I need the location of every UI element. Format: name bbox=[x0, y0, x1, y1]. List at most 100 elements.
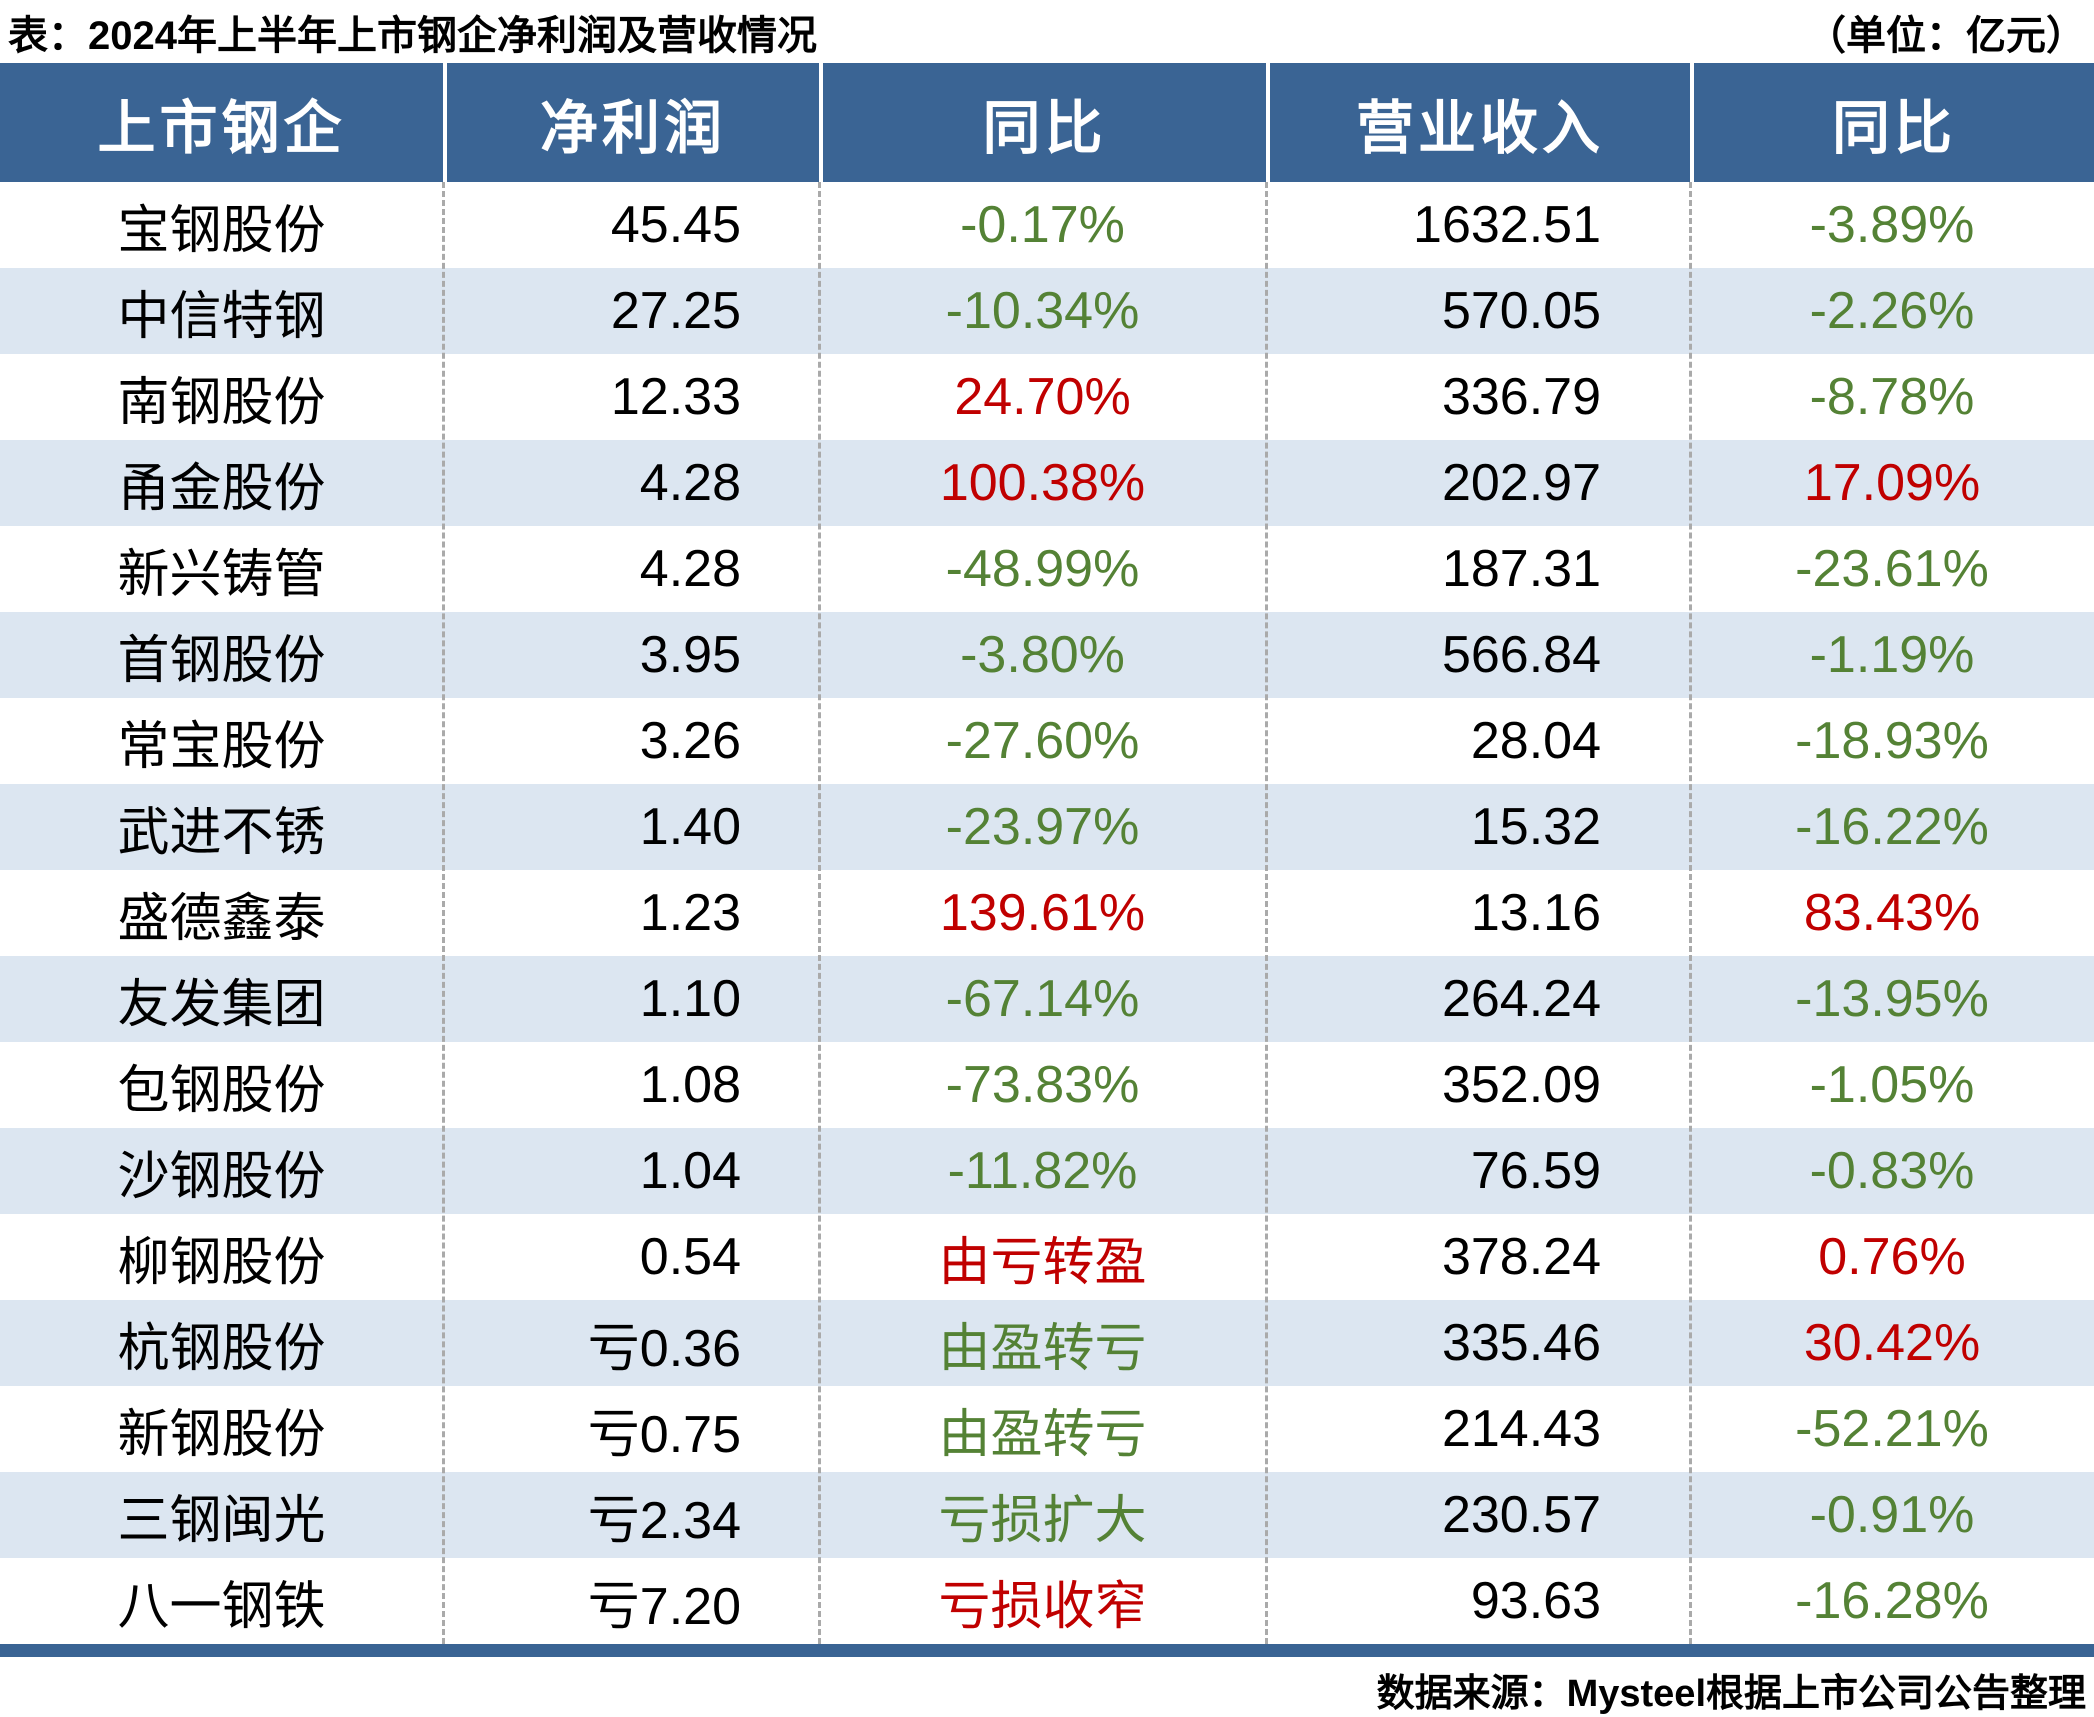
table-bottom-bar bbox=[0, 1644, 2094, 1657]
company-name-cell: 武进不锈 bbox=[117, 803, 326, 862]
header-cell-company: 上市钢企 bbox=[97, 95, 346, 161]
table-row: 武进不锈 1.40 -23.97% 15.32 -16.22% bbox=[0, 784, 2094, 870]
revenue-cell: 336.79 bbox=[1441, 368, 1601, 426]
net-profit-cell: 12.33 bbox=[610, 368, 741, 426]
revenue-cell: 230.57 bbox=[1441, 1486, 1601, 1544]
profit-yoy-cell: -67.14% bbox=[945, 970, 1140, 1028]
net-profit-cell: 3.95 bbox=[639, 626, 741, 684]
header-cell-revenue-yoy: 同比 bbox=[1690, 63, 2094, 182]
table-row: 八一钢铁 亏7.20 亏损收窄 93.63 -16.28% bbox=[0, 1558, 2094, 1644]
header-cell-profit-yoy: 同比 bbox=[819, 63, 1266, 182]
company-name-cell: 盛德鑫泰 bbox=[117, 889, 326, 948]
net-profit-cell: 3.26 bbox=[639, 712, 741, 770]
company-name-cell: 杭钢股份 bbox=[117, 1319, 326, 1378]
profit-yoy-cell: 亏损扩大 bbox=[938, 1491, 1147, 1550]
table-row: 友发集团 1.10 -67.14% 264.24 -13.95% bbox=[0, 956, 2094, 1042]
table-row: 三钢闽光 亏2.34 亏损扩大 230.57 -0.91% bbox=[0, 1472, 2094, 1558]
net-profit-cell: 亏0.75 bbox=[587, 1405, 741, 1464]
company-name-cell: 南钢股份 bbox=[117, 373, 326, 432]
company-name-cell: 柳钢股份 bbox=[117, 1233, 326, 1292]
revenue-yoy-cell: -13.95% bbox=[1795, 970, 1989, 1028]
net-profit-cell: 0.54 bbox=[639, 1228, 741, 1286]
net-profit-cell: 45.45 bbox=[610, 196, 741, 254]
data-source-note: 数据来源：Mysteel根据上市公司公告整理 bbox=[1376, 1673, 2086, 1715]
revenue-cell: 352.09 bbox=[1441, 1056, 1601, 1114]
company-name-cell: 友发集团 bbox=[117, 975, 326, 1034]
revenue-cell: 15.32 bbox=[1470, 798, 1601, 856]
profit-yoy-cell: -23.97% bbox=[945, 798, 1140, 856]
net-profit-cell: 亏0.36 bbox=[587, 1319, 741, 1378]
revenue-cell: 214.43 bbox=[1441, 1400, 1601, 1458]
revenue-cell: 1632.51 bbox=[1413, 196, 1601, 254]
revenue-yoy-cell: 30.42% bbox=[1803, 1314, 1981, 1372]
steel-companies-table: 上市钢企 净利润 同比 营业收入 同比 宝钢股份 45.45 -0.17% 16… bbox=[0, 63, 2094, 1644]
net-profit-cell: 1.04 bbox=[639, 1142, 741, 1200]
revenue-cell: 335.46 bbox=[1441, 1314, 1601, 1372]
revenue-yoy-cell: -2.26% bbox=[1809, 282, 1975, 340]
revenue-cell: 76.59 bbox=[1470, 1142, 1601, 1200]
revenue-yoy-cell: -0.83% bbox=[1809, 1142, 1975, 1200]
revenue-yoy-cell: -1.19% bbox=[1809, 626, 1975, 684]
table-row: 甬金股份 4.28 100.38% 202.97 17.09% bbox=[0, 440, 2094, 526]
revenue-cell: 378.24 bbox=[1441, 1228, 1601, 1286]
revenue-yoy-cell: -8.78% bbox=[1809, 368, 1975, 426]
company-name-cell: 八一钢铁 bbox=[117, 1577, 326, 1636]
revenue-cell: 187.31 bbox=[1441, 540, 1601, 598]
revenue-cell: 202.97 bbox=[1441, 454, 1601, 512]
revenue-yoy-cell: 0.76% bbox=[1818, 1228, 1966, 1286]
net-profit-cell: 4.28 bbox=[639, 540, 741, 598]
revenue-yoy-cell: -52.21% bbox=[1795, 1400, 1989, 1458]
profit-yoy-cell: -48.99% bbox=[945, 540, 1140, 598]
revenue-cell: 570.05 bbox=[1441, 282, 1601, 340]
unit-note: （单位：亿元） bbox=[1806, 13, 2086, 58]
revenue-yoy-cell: -23.61% bbox=[1795, 540, 1989, 598]
table-row: 杭钢股份 亏0.36 由盈转亏 335.46 30.42% bbox=[0, 1300, 2094, 1386]
table-row: 新钢股份 亏0.75 由盈转亏 214.43 -52.21% bbox=[0, 1386, 2094, 1472]
profit-yoy-cell: 亏损收窄 bbox=[938, 1577, 1147, 1636]
revenue-cell: 93.63 bbox=[1470, 1572, 1601, 1630]
revenue-cell: 13.16 bbox=[1470, 884, 1601, 942]
net-profit-cell: 27.25 bbox=[610, 282, 741, 340]
profit-yoy-cell: 24.70% bbox=[954, 368, 1131, 426]
net-profit-cell: 4.28 bbox=[639, 454, 741, 512]
profit-yoy-cell: -0.17% bbox=[960, 196, 1125, 254]
company-name-cell: 中信特钢 bbox=[117, 287, 326, 346]
revenue-yoy-cell: -16.28% bbox=[1795, 1572, 1989, 1630]
table-row: 沙钢股份 1.04 -11.82% 76.59 -0.83% bbox=[0, 1128, 2094, 1214]
page-title: 表：2024年上半年上市钢企净利润及营收情况 bbox=[8, 13, 817, 58]
net-profit-cell: 1.23 bbox=[639, 884, 741, 942]
company-name-cell: 甬金股份 bbox=[117, 459, 326, 518]
profit-yoy-cell: -11.82% bbox=[947, 1142, 1138, 1200]
table-row: 中信特钢 27.25 -10.34% 570.05 -2.26% bbox=[0, 268, 2094, 354]
net-profit-cell: 1.10 bbox=[639, 970, 741, 1028]
profit-yoy-cell: -10.34% bbox=[945, 282, 1140, 340]
company-name-cell: 新兴铸管 bbox=[117, 545, 326, 604]
net-profit-cell: 1.40 bbox=[639, 798, 741, 856]
revenue-yoy-cell: -1.05% bbox=[1809, 1056, 1975, 1114]
net-profit-cell: 亏7.20 bbox=[587, 1577, 741, 1636]
table-row: 首钢股份 3.95 -3.80% 566.84 -1.19% bbox=[0, 612, 2094, 698]
revenue-yoy-cell: 17.09% bbox=[1803, 454, 1981, 512]
table-row: 常宝股份 3.26 -27.60% 28.04 -18.93% bbox=[0, 698, 2094, 784]
table-body: 宝钢股份 45.45 -0.17% 1632.51 -3.89% 中信特钢 27… bbox=[0, 182, 2094, 1644]
header-cell-revenue: 营业收入 bbox=[1266, 63, 1690, 182]
revenue-yoy-cell: 83.43% bbox=[1803, 884, 1981, 942]
header-cell-net-profit: 净利润 bbox=[443, 63, 819, 182]
company-name-cell: 沙钢股份 bbox=[117, 1147, 326, 1206]
company-name-cell: 新钢股份 bbox=[117, 1405, 326, 1464]
company-name-cell: 包钢股份 bbox=[117, 1061, 326, 1120]
table-row: 宝钢股份 45.45 -0.17% 1632.51 -3.89% bbox=[0, 182, 2094, 268]
revenue-cell: 264.24 bbox=[1441, 970, 1601, 1028]
company-name-cell: 宝钢股份 bbox=[117, 201, 326, 260]
table-row: 盛德鑫泰 1.23 139.61% 13.16 83.43% bbox=[0, 870, 2094, 956]
profit-yoy-cell: -27.60% bbox=[945, 712, 1140, 770]
company-name-cell: 三钢闽光 bbox=[117, 1491, 326, 1550]
table-header-row: 上市钢企 净利润 同比 营业收入 同比 bbox=[0, 63, 2094, 182]
profit-yoy-cell: 由盈转亏 bbox=[938, 1405, 1147, 1464]
revenue-yoy-cell: -3.89% bbox=[1809, 196, 1975, 254]
profit-yoy-cell: 100.38% bbox=[939, 454, 1146, 512]
profit-yoy-cell: -73.83% bbox=[945, 1056, 1140, 1114]
top-bar: 表：2024年上半年上市钢企净利润及营收情况 （单位：亿元） bbox=[0, 0, 2094, 63]
profit-yoy-cell: -3.80% bbox=[960, 626, 1125, 684]
table-row: 新兴铸管 4.28 -48.99% 187.31 -23.61% bbox=[0, 526, 2094, 612]
